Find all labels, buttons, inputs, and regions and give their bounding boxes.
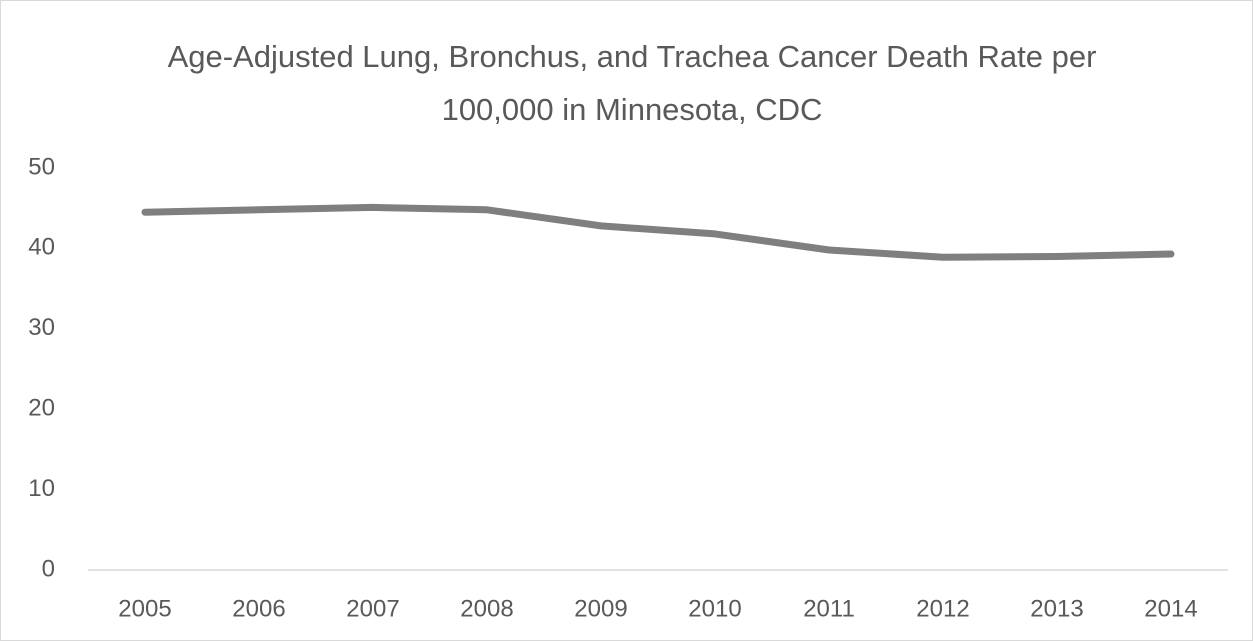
y-tick-label: 40 bbox=[28, 234, 55, 261]
x-tick-label: 2010 bbox=[688, 595, 741, 622]
y-tick-label: 10 bbox=[28, 475, 55, 502]
x-tick-label: 2009 bbox=[574, 595, 627, 622]
x-tick-label: 2014 bbox=[1144, 595, 1197, 622]
x-tick-label: 2005 bbox=[118, 595, 171, 622]
chart-title: Age-Adjusted Lung, Bronchus, and Trachea… bbox=[167, 39, 1097, 127]
x-tick-label: 2011 bbox=[803, 595, 855, 622]
y-tick-label: 20 bbox=[28, 395, 55, 422]
data-line bbox=[141, 203, 1175, 261]
x-tick-label: 2006 bbox=[232, 595, 285, 622]
x-tick-label: 2013 bbox=[1030, 595, 1083, 622]
y-tick-label: 50 bbox=[28, 153, 55, 180]
y-tick-label: 0 bbox=[42, 555, 55, 582]
y-tick-label: 30 bbox=[28, 314, 55, 341]
x-tick-label: 2012 bbox=[916, 595, 969, 622]
x-tick-label: 2008 bbox=[460, 595, 513, 622]
x-tick-label: 2007 bbox=[346, 595, 399, 622]
